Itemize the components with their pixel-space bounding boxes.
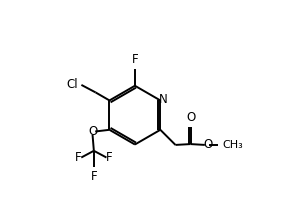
Text: O: O (203, 138, 212, 152)
Text: CH₃: CH₃ (223, 140, 243, 150)
Text: O: O (186, 111, 195, 124)
Text: F: F (75, 151, 82, 164)
Text: F: F (132, 53, 138, 66)
Text: F: F (106, 151, 113, 164)
Text: F: F (91, 170, 97, 183)
Text: O: O (88, 125, 97, 138)
Text: N: N (159, 94, 168, 106)
Text: Cl: Cl (66, 78, 78, 90)
